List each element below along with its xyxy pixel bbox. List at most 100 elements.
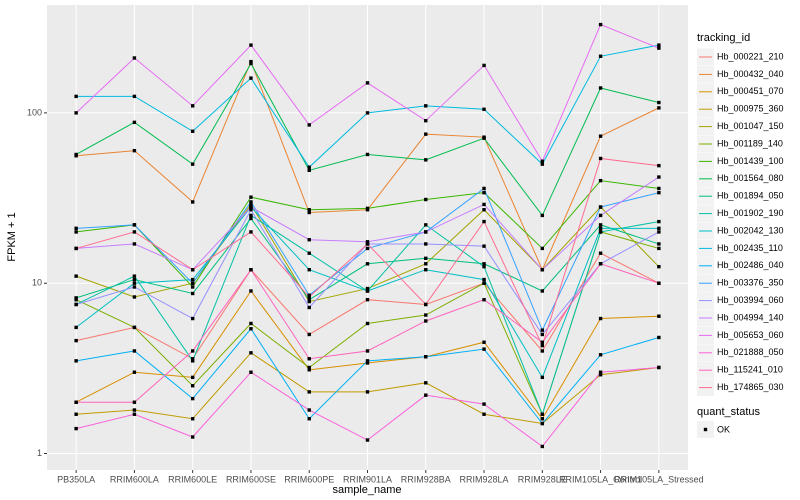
point: [132, 230, 137, 234]
point: [132, 281, 137, 285]
x-tick-label: RRIM928LE: [518, 474, 567, 484]
x-tick-label: RRIM600PE: [284, 474, 334, 484]
point: [365, 152, 370, 157]
point: [657, 186, 661, 191]
point: [132, 349, 137, 353]
point: [190, 375, 195, 380]
point: [598, 230, 603, 234]
point: [249, 195, 253, 199]
point: [540, 349, 545, 353]
point: [190, 349, 195, 353]
point: [598, 226, 603, 231]
point: [307, 357, 311, 361]
point: [657, 281, 661, 285]
point: [132, 56, 137, 60]
point: [424, 223, 428, 227]
point: [365, 390, 370, 394]
point: [249, 351, 253, 355]
point: [249, 370, 253, 374]
point: [132, 325, 137, 330]
point: [657, 106, 661, 110]
legend-label: Hb_003994_060: [717, 295, 784, 305]
point: [598, 205, 603, 209]
point: [365, 242, 370, 246]
legend-label: Hb_004994_140: [717, 312, 784, 322]
point: [190, 291, 195, 296]
point: [365, 81, 370, 85]
point: [74, 230, 78, 234]
legend-label: Hb_174865_030: [717, 382, 784, 392]
y-axis-title: FPKM + 1: [6, 212, 18, 261]
point: [132, 94, 137, 99]
point: [482, 136, 486, 140]
point: [307, 305, 311, 310]
legend-label: Hb_005653_060: [717, 330, 784, 340]
y-tick-label: 10: [32, 278, 42, 288]
point: [482, 402, 486, 406]
point: [424, 319, 428, 323]
point: [482, 208, 486, 212]
point: [598, 134, 603, 138]
point: [482, 412, 486, 416]
y-tick-label: 1: [37, 448, 42, 458]
point: [365, 438, 370, 442]
point: [424, 242, 428, 246]
point: [74, 338, 78, 343]
point: [657, 43, 661, 47]
legend-label: Hb_115241_010: [717, 365, 783, 375]
point: [307, 390, 311, 394]
legend-label: Hb_002486_040: [717, 260, 784, 270]
point: [482, 264, 486, 269]
point: [307, 268, 311, 272]
point: [190, 359, 195, 363]
point: [365, 361, 370, 365]
point: [365, 111, 370, 115]
point: [540, 444, 545, 449]
point: [482, 281, 486, 285]
legend-point: [703, 427, 708, 432]
point: [598, 54, 603, 58]
point: [482, 219, 486, 224]
point: [307, 299, 311, 304]
point: [657, 242, 661, 246]
point: [307, 293, 311, 297]
point: [132, 285, 137, 289]
point: [132, 295, 137, 299]
point: [132, 242, 137, 246]
point: [598, 373, 603, 377]
point: [598, 156, 603, 161]
point: [74, 94, 78, 99]
point: [598, 262, 603, 266]
point: [74, 325, 78, 330]
point: [657, 46, 661, 50]
point: [74, 302, 78, 307]
point: [598, 86, 603, 90]
point: [307, 238, 311, 242]
legend-label: Hb_001439_100: [717, 156, 784, 166]
point: [74, 152, 78, 157]
point: [482, 244, 486, 248]
point: [249, 59, 253, 64]
point: [424, 393, 428, 397]
point: [482, 347, 486, 351]
point: [598, 353, 603, 357]
point: [132, 277, 137, 282]
point: [657, 314, 661, 318]
point: [307, 365, 311, 370]
point: [249, 76, 253, 80]
point: [307, 368, 311, 372]
point: [190, 285, 195, 289]
point: [74, 111, 78, 115]
point: [540, 159, 545, 163]
point: [132, 148, 137, 153]
point: [365, 321, 370, 326]
point: [132, 223, 137, 227]
point: [540, 328, 545, 332]
point: [424, 262, 428, 266]
point: [249, 61, 253, 66]
point: [249, 200, 253, 204]
point: [249, 230, 253, 234]
point: [424, 381, 428, 385]
point: [249, 216, 253, 221]
point: [598, 223, 603, 227]
